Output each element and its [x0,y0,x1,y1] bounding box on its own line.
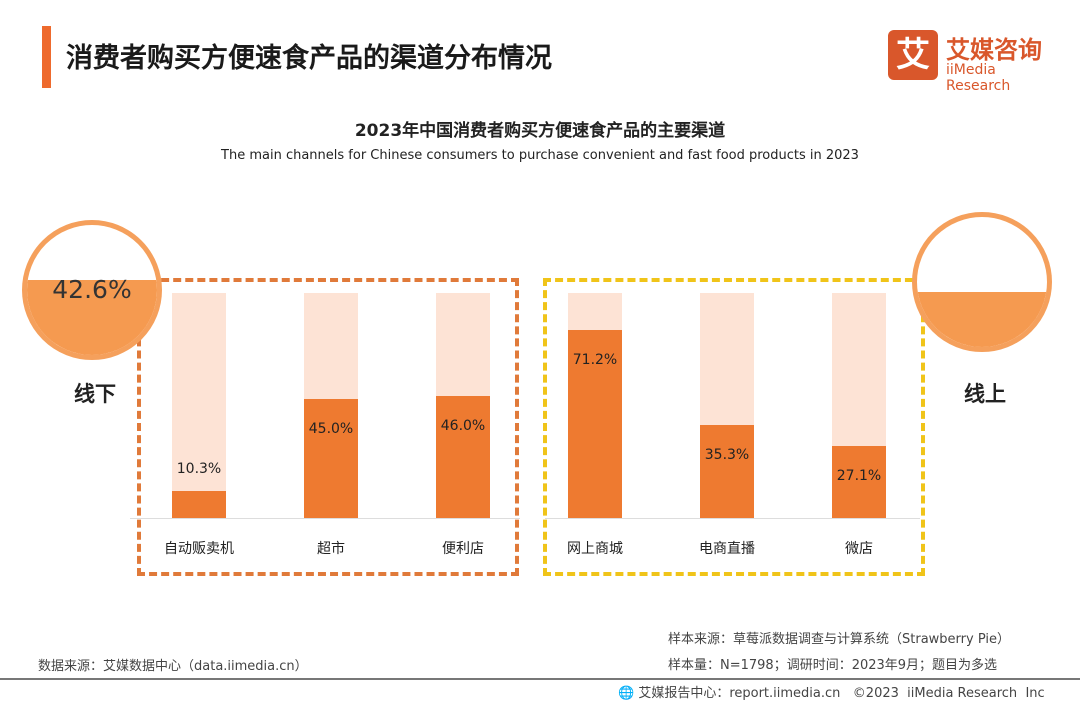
bar-value-label: 71.2% [572,351,618,368]
axis-line [130,518,520,519]
footer-divider [0,678,1080,680]
category-label: 网上商城 [567,541,623,557]
logo: 艾 艾媒咨询 iiMedia Research [888,30,1063,94]
share-fill [917,291,1047,347]
logo-en: iiMedia Research [946,62,1011,94]
group-box [137,278,519,576]
bar [172,490,226,518]
bar [436,396,490,518]
bar-track [304,293,358,518]
group-box [543,278,925,576]
bar [832,446,886,518]
bar [568,329,622,518]
sample-source: 样本来源：草莓派数据调查与计算系统（Strawberry Pie） [668,632,1010,647]
bar-track [172,293,226,518]
group-label: 线下 [70,378,120,408]
bar-value-label: 10.3% [176,460,222,477]
bar-track [700,293,754,518]
category-label: 微店 [845,541,873,557]
bar-track [568,293,622,518]
bar-value-label: 45.0% [308,420,354,437]
share-label: 57.4% [942,257,1022,286]
category-label: 自动贩卖机 [164,541,234,557]
bar [700,424,754,518]
category-label: 超市 [317,541,345,557]
bar-value-label: 35.3% [704,446,750,463]
logo-mark: 艾 [888,30,938,80]
group-label: 线上 [960,378,1010,408]
globe-icon: 🌐 [618,686,639,701]
chart-subtitle: The main channels for Chinese consumers … [221,148,859,163]
share-fill [27,280,157,355]
data-source: 数据来源：艾媒数据中心（data.iimedia.cn） [38,659,308,674]
bar-value-label: 46.0% [440,418,486,435]
copyright-text: 艾媒报告中心：report.iimedia.cn ©2023 iiMedia R… [638,686,1045,701]
title-accent-bar [42,26,51,88]
bar-value-label: 27.1% [836,468,882,485]
axis-line [545,518,920,519]
category-label: 便利店 [442,541,484,557]
share-circle: 57.4% [912,212,1052,352]
share-label: 42.6% [52,275,132,304]
category-label: 电商直播 [699,541,755,557]
page-title: 消费者购买方便速食产品的渠道分布情况 [66,43,552,74]
chart-title: 2023年中国消费者购买方便速食产品的主要渠道 [354,121,726,141]
logo-cn: 艾媒咨询 [946,36,1042,64]
share-circle: 42.6% [22,220,162,360]
sample-size: 样本量：N=1798；调研时间：2023年9月；题目为多选 [668,658,998,673]
bar [304,398,358,518]
copyright: 🌐 艾媒报告中心：report.iimedia.cn ©2023 iiMedia… [618,682,1045,701]
bar-track [832,293,886,518]
bar-track [436,293,490,518]
